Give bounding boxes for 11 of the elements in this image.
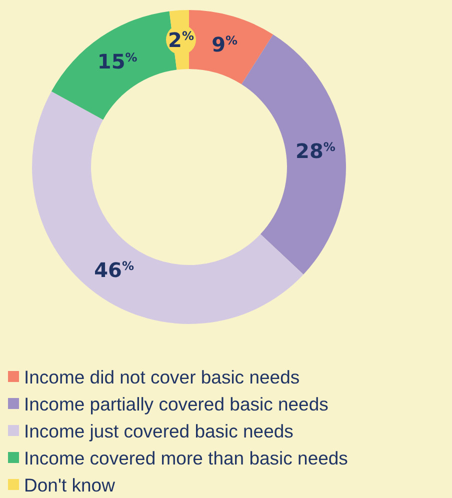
donut-slice bbox=[242, 34, 346, 274]
legend-label: Income just covered basic needs bbox=[24, 420, 294, 442]
legend-label: Don't know bbox=[24, 474, 116, 496]
data-label: 2$^{%}$ bbox=[168, 28, 194, 52]
legend-label: Income did not cover basic needs bbox=[24, 366, 300, 388]
data-label: 28$^{%}$ bbox=[296, 139, 336, 164]
data-label: 46$^{%}$ bbox=[94, 258, 134, 282]
legend-label: Income covered more than basic needs bbox=[24, 447, 348, 468]
data-label: 15$^{%}$ bbox=[97, 50, 138, 74]
data-label: 9$^{%}$ bbox=[212, 32, 238, 57]
legend-label: Income partially covered basic needs bbox=[24, 393, 328, 414]
